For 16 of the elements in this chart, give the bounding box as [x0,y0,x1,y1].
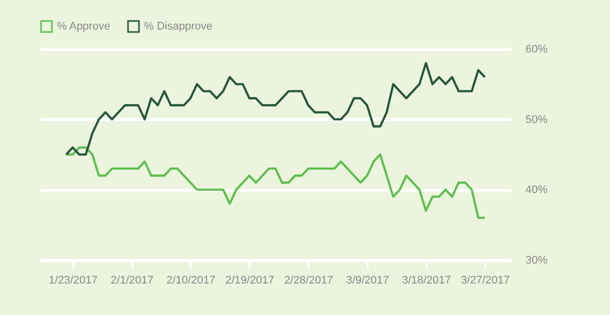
y-tick-label: 30% [526,254,548,266]
legend-label: % Disapprove [144,20,212,33]
line-series [65,62,486,156]
line-series [65,146,486,219]
y-tick-label: 60% [526,44,548,56]
x-tick-label: 2/28/2017 [284,274,334,286]
x-tick-label: 2/19/2017 [225,274,274,286]
x-tick-label: 3/9/2017 [346,274,389,286]
x-tick-label: 3/27/2017 [460,274,510,286]
x-tick-label: 2/10/2017 [166,274,216,286]
x-tick-label: 2/1/2017 [110,274,154,286]
y-tick-label: 40% [526,184,548,196]
x-tick-label: 1/23/2017 [48,274,98,286]
x-tick-label: 3/18/2017 [402,274,451,286]
y-tick-label: 50% [526,114,548,126]
legend-label: % Approve [57,20,110,33]
